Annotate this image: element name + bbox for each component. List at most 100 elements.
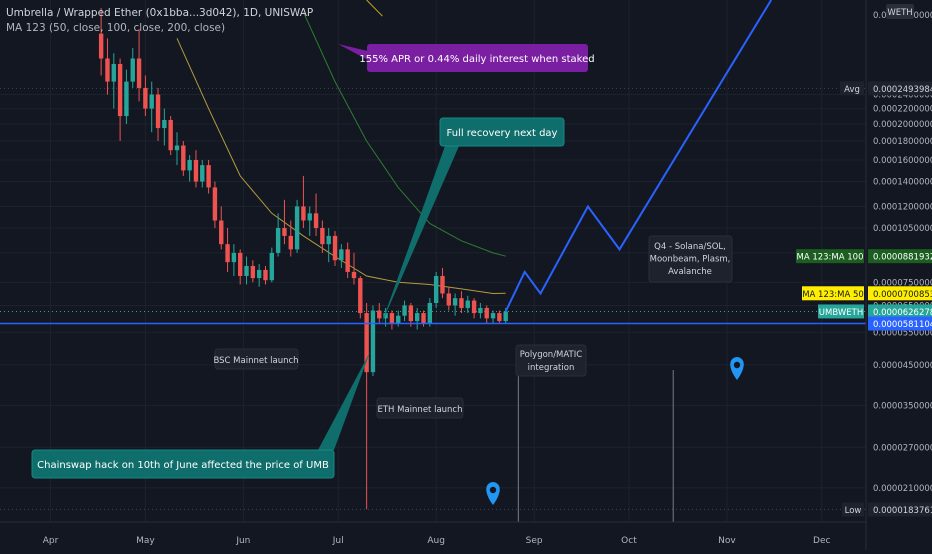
candle-body: [471, 300, 477, 314]
callouts: BSC Mainnet launch ETH Mainnet launch Poly…: [31, 44, 744, 505]
chainswap-box: [31, 449, 335, 479]
eth-label: ETH Mainnet launch: [377, 405, 462, 415]
candle-body: [383, 313, 388, 319]
candle-body: [414, 313, 420, 322]
recovery-pointer: [381, 146, 459, 325]
y-tick-label: 0.0000550000: [873, 328, 932, 338]
price-badges: Avg 0.0002493984 MA 123:MA 100 0.0000881932…: [796, 81, 932, 517]
y-axis: 0.00000000000.00024000000.00022000000.00…: [865, 0, 932, 550]
y-tick-label: 0.0000210000: [873, 484, 932, 494]
projection: [504, 0, 773, 312]
candle-body: [503, 311, 508, 322]
polygon-box: [515, 344, 587, 377]
candle-body: [402, 305, 407, 316]
badge-label-bg: [796, 249, 864, 264]
candle-body: [301, 206, 306, 221]
badge-value: 0.0000626278: [873, 308, 932, 318]
candle-body: [162, 119, 167, 129]
y-tick-label: 0.0001050000: [873, 224, 932, 234]
candle-body: [187, 160, 192, 171]
recovery-box: [439, 117, 565, 147]
y-tick-label: 0.0000750000: [873, 278, 932, 288]
bsc-box: [214, 348, 299, 370]
currency-badge: [886, 4, 914, 19]
y-tick-label: 0.0002000000: [873, 120, 932, 130]
badge-value-bg: [868, 249, 932, 264]
x-axis: Apr May Jun Jul Aug Sep Oct Nov Dec: [0, 521, 866, 546]
candle-body: [282, 228, 287, 236]
badge-value-bg: [868, 81, 932, 96]
y-tick-label: 0.0001800000: [873, 137, 932, 147]
ma100-line: [302, 11, 506, 257]
candle-body: [143, 87, 148, 109]
location-pin-icon-dot: [733, 361, 741, 369]
candle-body: [490, 313, 496, 319]
location-pin-icon: [730, 357, 744, 380]
badge-value: 0.0000581104: [873, 320, 932, 330]
badge-label: MA 123:MA 100: [796, 253, 863, 263]
apr-label: 155% APR or 0.44% daily interest when st…: [359, 54, 594, 65]
candle-body: [389, 313, 395, 324]
milestone-lines: [517, 370, 674, 522]
candle-body: [174, 145, 180, 151]
candle-body: [497, 313, 502, 322]
candle-body: [136, 58, 142, 88]
candle-body: [326, 235, 331, 245]
y-tick-label: 0.0000350000: [873, 401, 932, 411]
candle-body: [181, 145, 186, 171]
badge-value-bg: [868, 286, 932, 301]
y-tick-label: 0.0002200000: [873, 105, 932, 115]
apr-pointer: [338, 44, 372, 62]
candle-body: [377, 310, 382, 319]
q4-label: Avalanche: [668, 267, 712, 277]
candle-body: [105, 58, 110, 82]
candle-body: [168, 119, 173, 151]
polygon-label: integration: [528, 363, 575, 373]
badge-value: 0.0000700853: [873, 290, 932, 300]
q4-label: Moonbeam, Plasm,: [650, 255, 731, 265]
candle-body: [130, 58, 135, 82]
badge-label-bg: [842, 502, 864, 517]
candle-body: [256, 269, 262, 279]
candle-body: [427, 302, 433, 324]
candle-body: [149, 94, 154, 109]
candle-body: [339, 249, 344, 261]
candle-body: [193, 160, 199, 182]
chart-title: Umbrella / Wrapped Ether (0x1bba...3d042…: [6, 7, 313, 19]
candle-body: [421, 313, 426, 324]
candle-body: [294, 206, 300, 250]
eth-box: [376, 397, 464, 419]
candle-body: [408, 305, 414, 322]
badge-label-bg: [818, 304, 864, 319]
y-tick-label: 0.0001400000: [873, 178, 932, 188]
badge-label: MA 123:MA 50: [802, 290, 864, 300]
candle-body: [358, 278, 363, 314]
candle-body: [452, 298, 458, 306]
candle-body: [345, 249, 350, 272]
badge-label: Low: [845, 506, 862, 516]
candle-body: [440, 276, 445, 294]
x-tick-label: Sep: [526, 536, 543, 546]
badge-value: 0.0002493984: [873, 85, 932, 95]
q4-label: Q4 - Solana/SOL,: [654, 242, 726, 252]
candle-body: [250, 265, 256, 279]
candles: [98, 8, 508, 510]
candle-body: [288, 235, 293, 250]
chainswap-pointer: [318, 352, 370, 450]
candle-body: [320, 228, 325, 245]
candle-body: [370, 310, 376, 373]
badge-value-bg: [868, 316, 932, 331]
candle-body: [459, 298, 464, 308]
x-tick-label: Apr: [43, 536, 59, 546]
candle-body: [275, 228, 281, 253]
candle-body: [263, 269, 268, 281]
candle-body: [219, 220, 224, 245]
candle-body: [351, 271, 357, 279]
candle-body: [313, 213, 319, 229]
candle-body: [484, 307, 489, 319]
chainswap-label: Chainswap hack on 10th of June affected …: [37, 460, 329, 471]
badge-value: 0.0000881932: [873, 253, 932, 263]
y-tick-label: 0.0002400000: [873, 91, 932, 101]
